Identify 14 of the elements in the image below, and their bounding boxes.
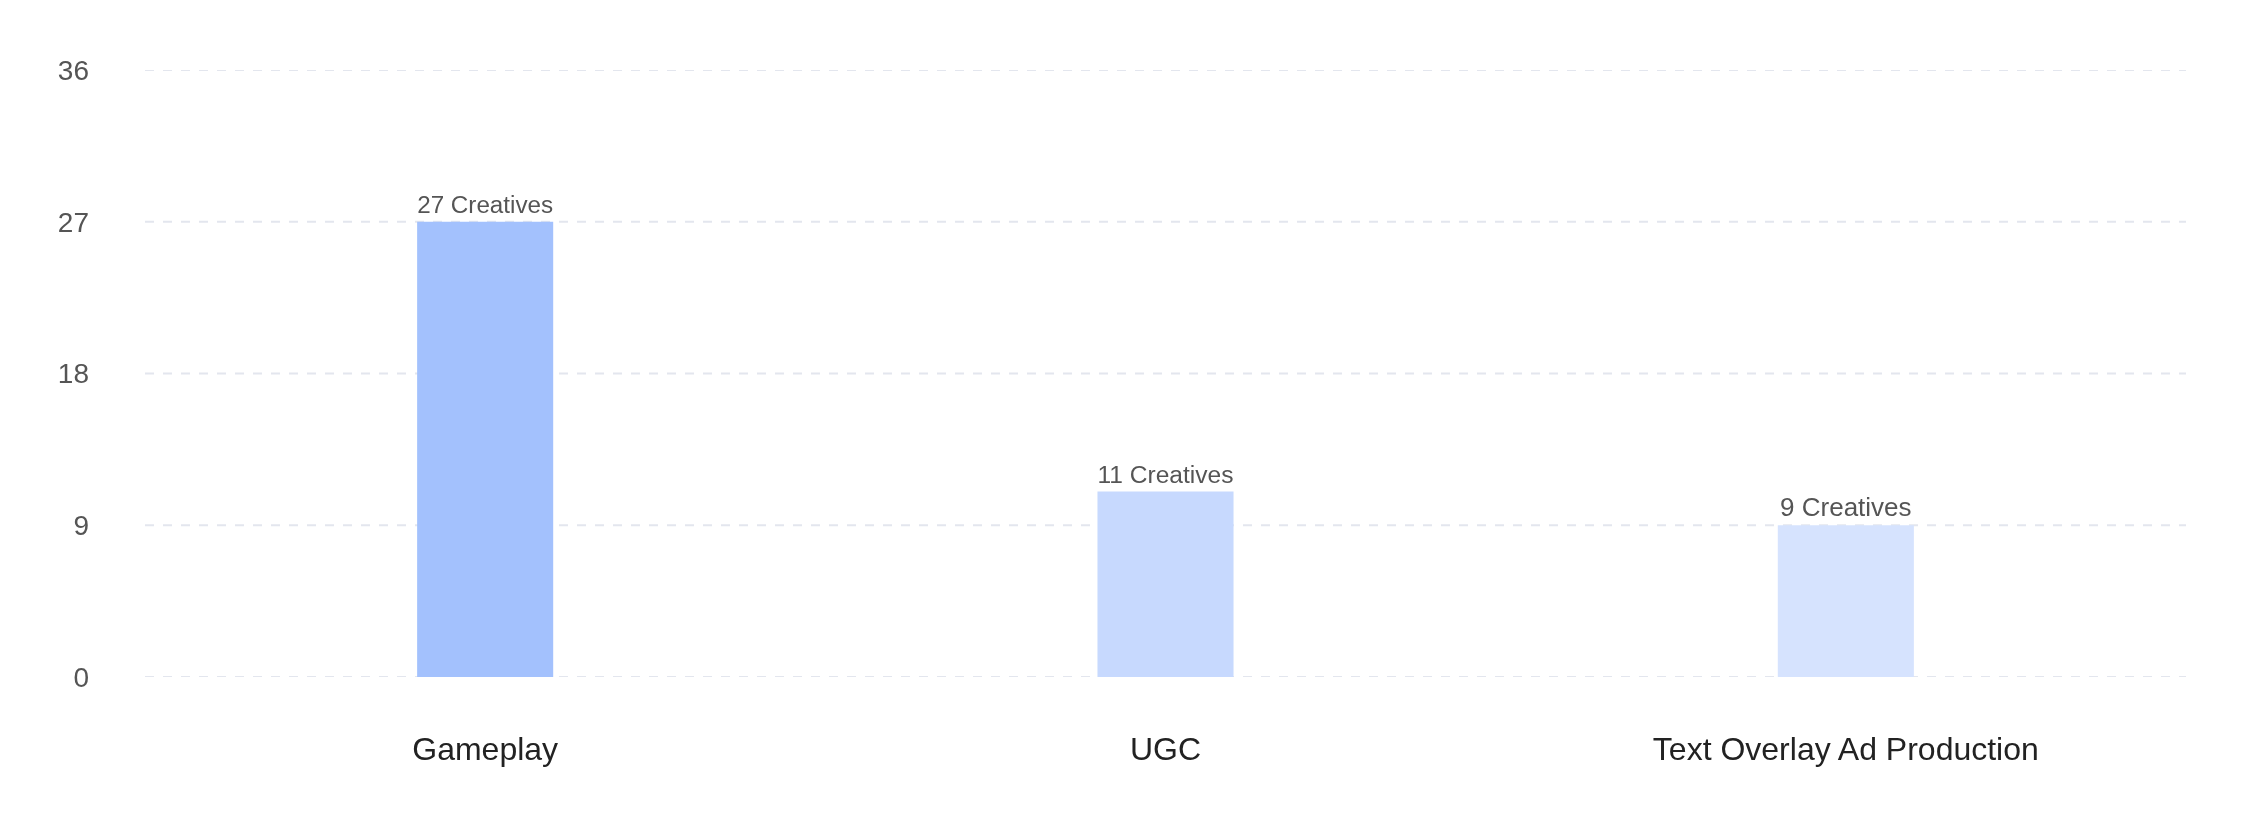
bar (1777, 525, 1914, 677)
data-label: 11 Creatives (1097, 460, 1234, 488)
y-tick-label: 9 (73, 510, 89, 542)
y-tick-label: 36 (57, 54, 89, 86)
bar (1097, 491, 1234, 677)
x-tick-label: Text Overlay Ad Production (1652, 731, 2039, 767)
y-tick-label: 18 (57, 358, 89, 390)
bar (417, 221, 554, 677)
data-label: 27 Creatives (417, 191, 554, 219)
y-tick-label: 0 (73, 661, 89, 693)
data-label: 9 Creatives (1780, 492, 1912, 523)
x-tick-label: Gameplay (412, 731, 559, 767)
y-tick-label: 27 (57, 206, 89, 238)
x-tick-label: UGC (1129, 731, 1202, 767)
